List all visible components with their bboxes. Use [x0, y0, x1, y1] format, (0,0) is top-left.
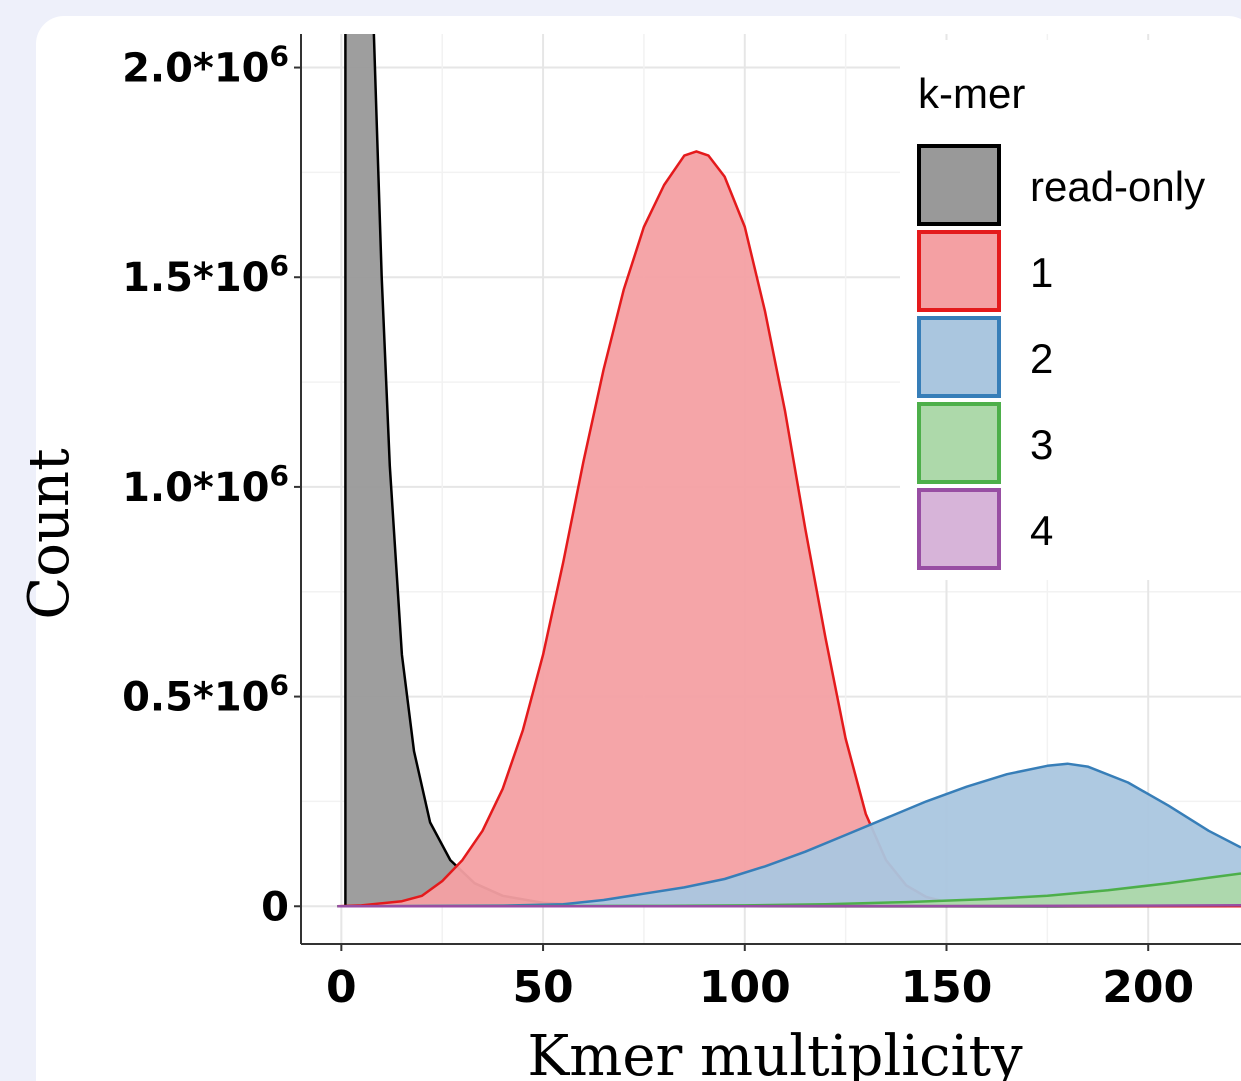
x-axis-ticks: 0 50 100 150 200 — [326, 944, 1194, 1013]
x-tick-label: 100 — [699, 962, 791, 1013]
legend-title: k-mer — [918, 70, 1025, 117]
legend-swatch-1 — [917, 230, 1001, 312]
series-areas — [337, 34, 1241, 908]
legend-label-2: 2 — [1030, 335, 1053, 382]
y-tick-label: 1.0*106 — [122, 459, 289, 511]
legend-swatch-2 — [917, 316, 1001, 398]
legend-swatch-4 — [917, 488, 1001, 570]
y-axis-title: Count — [17, 448, 82, 620]
y-tick-label: 0.5*106 — [122, 669, 289, 721]
legend-label-read-only: read-only — [1030, 163, 1205, 210]
x-tick-label: 200 — [1102, 962, 1194, 1013]
y-tick-label: 1.5*106 — [122, 249, 289, 301]
x-tick-label: 0 — [326, 962, 357, 1013]
series-area-2 — [337, 763, 1241, 907]
x-axis-title: Kmer multiplicity — [527, 1024, 1023, 1081]
plot-frame — [300, 34, 1241, 945]
y-tick-label: 2.0*106 — [122, 40, 289, 92]
legend-swatch-3 — [917, 402, 1001, 484]
legend: k-mer read-only 1 2 3 4 — [900, 40, 1241, 580]
legend-label-3: 3 — [1030, 421, 1053, 468]
legend-swatch-read-only — [917, 144, 1001, 226]
legend-items: read-only 1 2 3 4 — [917, 144, 1205, 570]
x-tick-label: 150 — [901, 962, 993, 1013]
legend-label-4: 4 — [1030, 507, 1053, 554]
y-axis-ticks: 0 0.5*106 1.0*106 1.5*106 2.0*106 — [122, 40, 301, 930]
legend-label-1: 1 — [1030, 249, 1053, 296]
series-area-1 — [337, 151, 1241, 907]
series-line-4 — [337, 903, 1241, 908]
series-line-2 — [337, 762, 1241, 908]
y-tick-label: 0 — [261, 884, 289, 930]
x-tick-label: 50 — [512, 962, 573, 1013]
